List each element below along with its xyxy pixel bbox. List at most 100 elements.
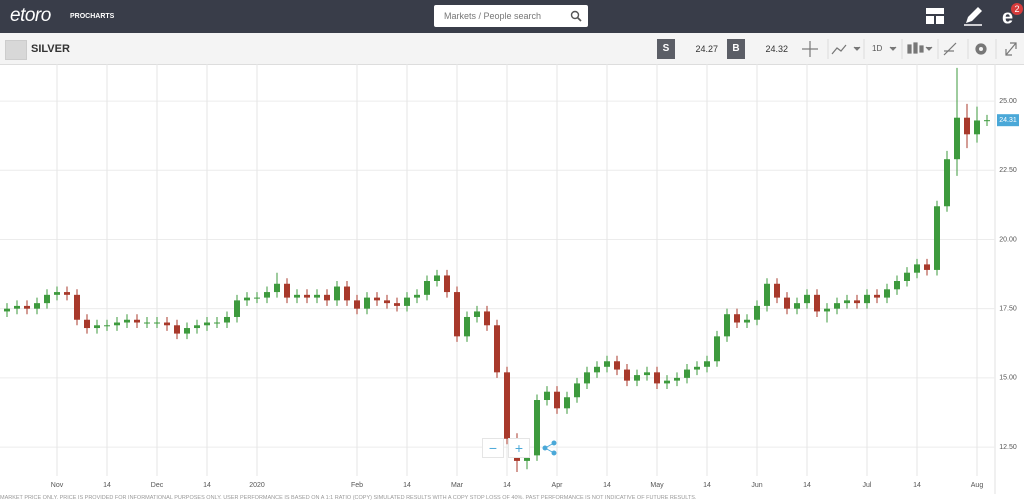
price-tag: 24.31 [999,117,1017,124]
candle-body [274,283,280,293]
candle-body [824,308,830,312]
candle-body [104,325,110,327]
candle-body [574,383,580,398]
candle-body [744,319,750,323]
y-tick-label: 20.00 [999,236,1017,243]
candle-body [734,314,740,323]
candle-body [664,380,670,384]
candle-body [714,336,720,362]
candle-body [184,328,190,334]
candle-body [634,375,640,381]
notification-badge: 2 [1011,3,1023,15]
toolbar: SILVER S 24.27 B 24.32 1D [0,33,1024,65]
candle-body [754,305,760,320]
candle-body [304,294,310,298]
candle-body [244,297,250,301]
buy-button[interactable]: B [727,39,745,59]
candle-body [154,322,160,324]
candle-body [554,391,560,409]
candle-body [654,372,660,384]
zoom-in[interactable]: + [508,438,530,458]
share-icon[interactable] [540,440,560,456]
candle-body [704,361,710,367]
candle-body [594,366,600,373]
candle-body [94,325,100,329]
candle-body [814,294,820,312]
candle-body [14,305,20,309]
candle-body [134,319,140,323]
candle-body [344,286,350,301]
disclaimer: MARKET PRICE ONLY. PRICE IS PROVIDED FOR… [0,495,697,501]
candle-body [64,292,70,295]
interval[interactable]: 1D [872,44,883,53]
candle-body [834,303,840,309]
candle-body [614,361,620,370]
candle-body [484,311,490,326]
candle-body [364,297,370,309]
candle-body [44,294,50,304]
candle-body [774,283,780,298]
candle-body [694,366,700,370]
candle-body [674,377,680,381]
candle-body [4,308,10,312]
candle-body [444,275,450,293]
search-box[interactable]: Markets / People search [434,5,588,27]
candle-body [894,280,900,290]
x-tick-label: 14 [203,482,211,489]
user-icon[interactable]: e [1000,6,1022,28]
sell-price: 24.27 [695,44,718,54]
candle-body [144,322,150,324]
x-tick-label: 14 [503,482,511,489]
candle-body [564,397,570,409]
edit-icon[interactable] [962,5,984,27]
sell-button[interactable]: S [657,39,675,59]
x-tick-label: 14 [803,482,811,489]
candle-body [944,159,950,207]
instrument-icon [5,40,27,60]
x-tick-label: Apr [552,482,564,489]
x-tick-label: Jul [863,482,872,489]
x-tick-label: 2020 [249,482,265,489]
toolbar-icons[interactable] [798,39,1024,59]
candle-body [324,294,330,301]
y-tick-label: 25.00 [999,98,1017,105]
candle-body [114,322,120,326]
candle-body [904,272,910,281]
x-tick-label: 14 [703,482,711,489]
candle-body [164,322,170,326]
candle-body [804,294,810,304]
candle-body [384,300,390,304]
candle-body [354,300,360,309]
candle-body [974,120,980,135]
candle-body [234,300,240,317]
x-tick-label: 14 [913,482,921,489]
candle-body [194,325,200,329]
candle-body [424,280,430,295]
logo[interactable]: etoro [10,5,51,26]
candle-body [934,206,940,270]
candle-body [884,289,890,298]
candle-body [954,117,960,160]
candle-body [764,283,770,306]
candle-body [334,286,340,301]
candle-body [644,372,650,376]
candle-body [874,294,880,298]
y-tick-label: 12.50 [999,444,1017,451]
candle-body [284,283,290,298]
candle-body [454,292,460,337]
zoom-out[interactable]: − [482,438,504,458]
candle-body [374,297,380,301]
candle-body [124,319,130,323]
y-tick-label: 22.50 [999,167,1017,174]
candle-body [204,322,210,326]
layout-icon[interactable] [925,7,945,25]
candle-body [464,316,470,337]
candle-body [604,361,610,367]
candle-body [404,297,410,306]
y-tick-label: 17.50 [999,306,1017,313]
x-tick-label: Jun [751,482,762,489]
candle-body [914,264,920,273]
candle-body [84,319,90,329]
candle-body [924,264,930,270]
